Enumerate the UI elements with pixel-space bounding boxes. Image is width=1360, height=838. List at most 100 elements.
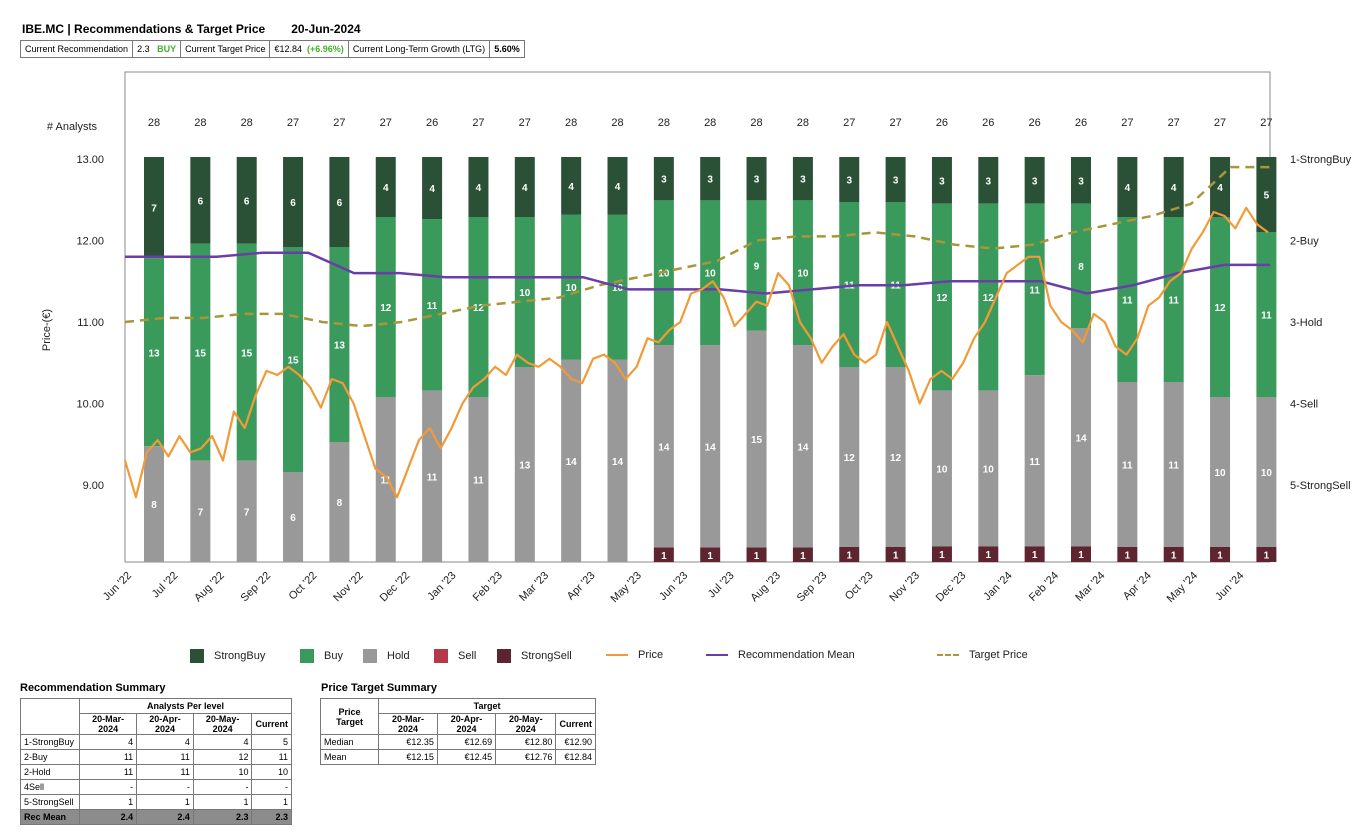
y-tick-label: 9.00 bbox=[83, 480, 104, 492]
analyst-total-label: 28 bbox=[611, 117, 623, 129]
header: IBE.MC | Recommendations & Target Price 2… bbox=[22, 22, 361, 36]
recommendation-chart: 13.00 12.00 11.00 10.00 9.00 1-StrongBuy 2-Buy… bbox=[41, 71, 1352, 605]
strongbuy-bar bbox=[468, 157, 489, 217]
rec-summary-row: 2-Hold 11 11 10 10 bbox=[20, 764, 292, 780]
buy-bar bbox=[931, 203, 952, 391]
buy-data-label: 10 bbox=[797, 269, 809, 280]
buy-bar bbox=[329, 247, 350, 442]
buy-data-label: 11 bbox=[1261, 311, 1272, 322]
buy-bar bbox=[1071, 203, 1091, 329]
strongbuy-bar bbox=[931, 157, 952, 204]
strongsell-data-label: 1 bbox=[1171, 551, 1177, 562]
legend-swatch bbox=[937, 654, 959, 656]
rec-mean-line bbox=[125, 251, 1270, 295]
pt-summary-title: Price Target Summary bbox=[321, 682, 437, 694]
legend-label: Recommendation Mean bbox=[738, 649, 855, 661]
hold-data-label: 10 bbox=[983, 465, 995, 476]
hold-bar bbox=[1071, 328, 1091, 547]
hold-bar bbox=[514, 367, 535, 562]
y-tick-label: 12.00 bbox=[76, 236, 104, 248]
x-tick-label: Oct '22 bbox=[287, 570, 320, 603]
hold-bar bbox=[468, 397, 489, 562]
rec-value: 2.3 BUY bbox=[132, 40, 182, 58]
pt-summary-row: Mean €12.15 €12.45 €12.76 €12.84 bbox=[319, 749, 596, 765]
hold-bar bbox=[1256, 397, 1277, 547]
rec-summary-row-cell: 1 bbox=[78, 794, 138, 810]
hold-bar bbox=[839, 367, 860, 547]
analyst-total-label: 26 bbox=[936, 117, 948, 129]
y-tick-label: 13.00 bbox=[76, 154, 104, 166]
hold-data-label: 11 bbox=[1029, 457, 1040, 468]
rec-summary-row-cell: 4 bbox=[136, 734, 194, 750]
analyst-total-label: 26 bbox=[1075, 117, 1087, 129]
buy-data-label: 10 bbox=[658, 269, 670, 280]
buy-data-label: 12 bbox=[1214, 303, 1226, 314]
buy-bar bbox=[144, 258, 164, 447]
strongsell-data-label: 1 bbox=[800, 551, 806, 562]
x-tick-label: Mar '23 bbox=[517, 570, 551, 604]
buy-bar bbox=[375, 217, 396, 397]
legend-swatch bbox=[434, 649, 448, 663]
strongbuy-data-label: 6 bbox=[290, 198, 296, 209]
strongbuy-bar bbox=[978, 157, 999, 204]
strongbuy-bar bbox=[1071, 157, 1091, 204]
pt-summary-row-cell: €12.69 bbox=[436, 734, 497, 750]
rec-summary-row-cell: - bbox=[78, 779, 138, 795]
hold-bar bbox=[607, 359, 628, 562]
x-tick-label: Dec '22 bbox=[378, 570, 413, 605]
strongbuy-bar bbox=[514, 157, 535, 217]
analyst-total-label: 27 bbox=[472, 117, 484, 129]
legend-label: Hold bbox=[387, 650, 410, 662]
strongbuy-bar bbox=[653, 157, 674, 201]
hold-data-label: 14 bbox=[612, 457, 624, 468]
rec-col-header: 20-Mar-2024 bbox=[78, 713, 138, 735]
strongsell-bar bbox=[931, 546, 952, 562]
rec-text: BUY bbox=[157, 44, 177, 54]
legend-item-strongsell: StrongSell bbox=[497, 649, 572, 663]
ltg-value: 5.60% bbox=[489, 40, 525, 58]
pt-col-header: 20-Apr-2024 bbox=[436, 713, 497, 735]
legend-item-sell: Sell bbox=[434, 649, 476, 663]
legend-item-price: Price bbox=[606, 649, 663, 661]
tp-change: (+6.96%) bbox=[307, 44, 344, 54]
strongsell-data-label: 1 bbox=[1032, 550, 1038, 561]
legend-item-strongbuy: StrongBuy bbox=[190, 649, 265, 663]
rec-summary-row-cell: 1 bbox=[136, 794, 194, 810]
buy-data-label: 10 bbox=[612, 283, 624, 294]
rec-summary-row-cell: 5 bbox=[251, 734, 292, 750]
strongbuy-data-label: 3 bbox=[707, 175, 713, 186]
rec-mean-row-cell: 2.3 bbox=[251, 809, 292, 825]
strongbuy-data-label: 7 bbox=[151, 204, 157, 215]
right-axis-label: 4-Sell bbox=[1290, 399, 1318, 411]
hold-data-label: 14 bbox=[658, 442, 670, 453]
buy-bar bbox=[514, 217, 535, 367]
analyst-total-label: 27 bbox=[1168, 117, 1180, 129]
tp-label: Current Target Price bbox=[180, 40, 271, 58]
buy-data-label: 12 bbox=[936, 293, 948, 304]
buy-bar bbox=[700, 200, 721, 346]
hold-bar bbox=[792, 345, 813, 548]
hold-data-label: 15 bbox=[751, 435, 763, 446]
strongbuy-bar bbox=[375, 157, 396, 217]
rec-col-header: 20-Apr-2024 bbox=[136, 713, 194, 735]
hold-bar bbox=[190, 460, 211, 562]
rec-summary-row-label: 2-Hold bbox=[20, 764, 80, 780]
hold-bar bbox=[700, 345, 721, 548]
analyst-total-label: 28 bbox=[658, 117, 670, 129]
buy-data-label: 15 bbox=[241, 348, 253, 359]
strongsell-data-label: 1 bbox=[1125, 551, 1131, 562]
hold-data-label: 8 bbox=[337, 498, 343, 509]
rec-summary-row: 2-Buy 11 11 12 11 bbox=[20, 749, 292, 765]
hold-bar bbox=[653, 345, 674, 548]
rec-summary-row-cell: 10 bbox=[192, 764, 253, 780]
hold-bar bbox=[561, 359, 582, 562]
analyst-total-label: 28 bbox=[797, 117, 809, 129]
hold-data-label: 14 bbox=[566, 457, 578, 468]
pt-row-header: Price Target bbox=[319, 698, 380, 735]
hold-data-label: 10 bbox=[1261, 468, 1273, 479]
strongsell-data-label: 1 bbox=[939, 550, 945, 561]
pt-summary-row-cell: €12.76 bbox=[495, 749, 557, 765]
hold-data-label: 11 bbox=[473, 476, 484, 487]
strongsell-bar bbox=[885, 547, 906, 562]
pt-summary-row-cell: €12.84 bbox=[555, 749, 596, 765]
